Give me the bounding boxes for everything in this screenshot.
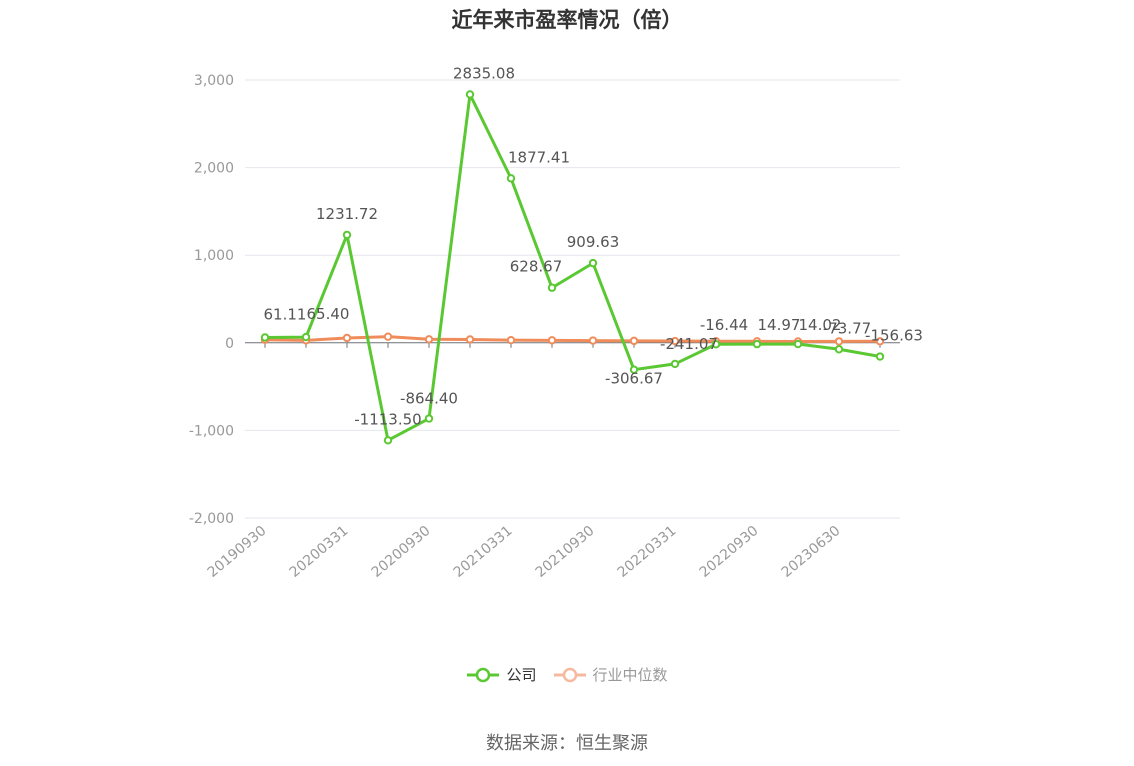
series-line-company (264, 92, 881, 442)
legend-item-industry[interactable]: 行业中位数 (553, 664, 668, 685)
data-label-company: 14.02 (799, 316, 842, 334)
point-company (711, 340, 721, 349)
point-industry (547, 336, 557, 345)
data-label-company: 628.67 (510, 258, 563, 276)
data-label-company: 1877.41 (508, 148, 570, 166)
data-label-company: -241.07 (660, 335, 718, 353)
point-industry (465, 335, 475, 344)
data-label-company: -306.67 (605, 370, 663, 388)
x-tick-label: 20200331 (287, 523, 352, 581)
x-tick-label: 20200930 (369, 523, 434, 581)
legend-company-line-icon (467, 667, 500, 682)
point-industry (834, 337, 844, 346)
data-label-company: 909.63 (567, 233, 620, 251)
data-label-company: 1231.72 (316, 205, 378, 223)
point-company (670, 359, 680, 369)
data-label-company: -16.44 (700, 316, 748, 334)
data-label-company: -73.77 (823, 319, 871, 337)
series-line-industry (264, 335, 881, 343)
y-tick-label: 1,000 (194, 248, 234, 264)
point-company (506, 174, 516, 183)
y-tick-label: 2,000 (194, 161, 234, 177)
point-company (752, 339, 762, 349)
legend-item-company[interactable]: 公司 (466, 664, 537, 685)
legend-label-industry: 行业中位数 (592, 666, 668, 684)
y-tick-label: -1,000 (189, 423, 234, 439)
point-company (383, 436, 393, 445)
y-tick-label: -2,000 (189, 511, 234, 527)
x-tick-label: 20190930 (205, 523, 270, 581)
point-company (793, 339, 803, 349)
point-industry (629, 336, 639, 346)
data-label-company: -156.63 (865, 327, 923, 345)
point-industry (506, 335, 516, 345)
source-note: 数据来源：恒生聚源 (486, 733, 648, 754)
point-industry (342, 333, 352, 343)
point-company (629, 365, 639, 374)
series-layer (260, 90, 885, 445)
x-tick-label: 20210930 (533, 523, 598, 581)
data-label-company: 2835.08 (453, 64, 515, 82)
point-company (834, 345, 844, 354)
y-tick-label: 3,000 (194, 73, 234, 89)
point-company (547, 283, 557, 292)
point-industry (424, 335, 434, 344)
point-company (260, 333, 270, 342)
point-industry (875, 337, 885, 346)
point-company (342, 230, 352, 240)
point-industry (588, 336, 598, 345)
point-company (301, 332, 311, 342)
x-tick-label: 20230630 (779, 523, 844, 581)
point-company (875, 352, 885, 361)
label-layer: 61.11 65.40 1231.72 -1113.50 -864.40 2835.08 1… (264, 64, 923, 428)
x-tick-label: 20210331 (451, 523, 516, 581)
point-company (588, 258, 598, 268)
grid-layer (245, 79, 900, 519)
y-tick-label: 0 (225, 336, 234, 352)
data-label-company: 14.97 (758, 316, 801, 334)
point-company (424, 414, 434, 423)
legend: 公司 行业中位数 (0, 664, 1134, 685)
x-tick-label: 20220930 (697, 523, 762, 581)
x-tick-label: 20220331 (615, 523, 680, 581)
data-label-company: -1113.50 (354, 410, 421, 428)
legend-industry-line-icon (553, 667, 586, 682)
chart-title: 近年来市盈率情况（倍） (451, 8, 683, 32)
point-company (465, 90, 475, 99)
data-label-company: -864.40 (400, 390, 458, 408)
point-industry (670, 336, 680, 346)
point-industry (383, 332, 393, 341)
data-label-company: 61.11 (264, 305, 307, 323)
legend-label-company: 公司 (506, 666, 537, 684)
data-label-company: 65.40 (307, 305, 350, 323)
